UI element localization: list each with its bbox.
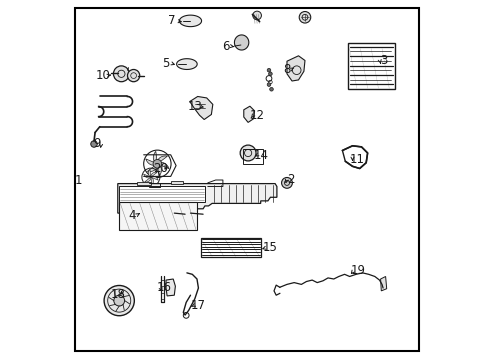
Polygon shape: [153, 151, 157, 164]
Polygon shape: [151, 172, 157, 177]
Circle shape: [299, 12, 310, 23]
Text: 19: 19: [350, 264, 365, 277]
Bar: [170, 181, 183, 184]
Polygon shape: [151, 176, 158, 180]
Text: 13: 13: [187, 100, 202, 113]
Polygon shape: [148, 169, 151, 177]
Polygon shape: [189, 96, 212, 120]
Text: 4: 4: [128, 209, 136, 222]
Circle shape: [252, 11, 261, 20]
Polygon shape: [144, 177, 151, 182]
Circle shape: [114, 295, 124, 306]
Polygon shape: [147, 164, 157, 172]
Bar: [347, 43, 394, 89]
Polygon shape: [179, 15, 201, 27]
Circle shape: [240, 145, 256, 161]
Circle shape: [104, 285, 134, 316]
Text: 9: 9: [93, 137, 101, 150]
Text: 8: 8: [283, 63, 290, 76]
Bar: [242, 149, 262, 164]
Text: 1: 1: [74, 174, 82, 186]
Polygon shape: [145, 159, 157, 165]
Polygon shape: [380, 276, 386, 291]
Polygon shape: [166, 279, 175, 296]
Polygon shape: [157, 162, 169, 169]
Text: 3: 3: [380, 54, 387, 67]
Circle shape: [266, 68, 270, 72]
Text: 16: 16: [157, 281, 172, 294]
Text: 20: 20: [153, 162, 168, 175]
Polygon shape: [286, 56, 305, 81]
Polygon shape: [118, 184, 276, 213]
Text: 2: 2: [287, 173, 294, 186]
Text: 18: 18: [110, 288, 125, 301]
Text: 12: 12: [249, 109, 264, 122]
Polygon shape: [157, 156, 167, 164]
Polygon shape: [151, 177, 153, 185]
Circle shape: [268, 72, 272, 76]
Polygon shape: [244, 106, 254, 122]
Bar: [119, 202, 196, 230]
Polygon shape: [234, 35, 248, 50]
Text: 15: 15: [263, 241, 277, 254]
Circle shape: [127, 69, 140, 82]
Circle shape: [269, 87, 273, 91]
Text: 10: 10: [96, 69, 111, 82]
Circle shape: [281, 177, 292, 188]
Circle shape: [266, 83, 270, 86]
Text: 14: 14: [253, 149, 267, 162]
Text: 5: 5: [162, 57, 169, 69]
Circle shape: [113, 66, 129, 82]
Text: 7: 7: [168, 14, 175, 27]
Text: 6: 6: [222, 40, 229, 53]
Circle shape: [153, 159, 162, 168]
Polygon shape: [176, 59, 197, 69]
Polygon shape: [143, 174, 151, 178]
Polygon shape: [119, 186, 204, 202]
Polygon shape: [157, 164, 161, 176]
Text: 11: 11: [348, 153, 364, 166]
Text: 17: 17: [190, 299, 205, 312]
Circle shape: [91, 141, 97, 147]
Bar: [136, 182, 151, 185]
Bar: [200, 238, 261, 257]
